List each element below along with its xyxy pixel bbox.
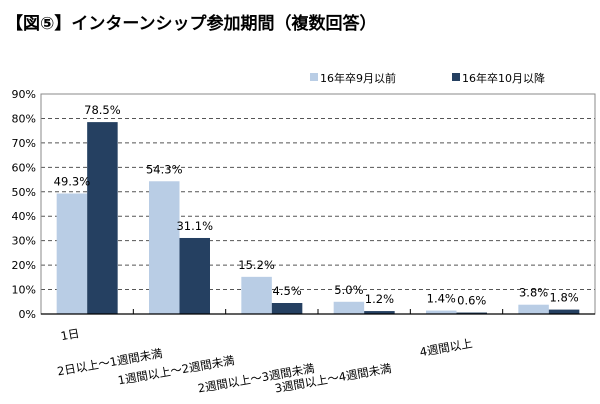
- data-label: 78.5%: [84, 103, 121, 117]
- legend-label-series-2: 16年卒10月以降: [462, 71, 545, 85]
- legend-swatch-series-2: [452, 73, 460, 81]
- chart-title: 【図⑤】インターンシップ参加期間（複数回答）: [6, 13, 377, 34]
- legend-swatch-series-1: [310, 73, 318, 81]
- legend: 16年卒9月以前 16年卒10月以降: [310, 71, 545, 85]
- data-label: 1.2%: [365, 292, 394, 306]
- data-label: 0.6%: [457, 294, 486, 308]
- bar-series-1: [56, 193, 88, 314]
- bar-series-2: [87, 122, 118, 314]
- bar-series-2: [548, 309, 580, 314]
- y-tick-label: 30%: [12, 235, 36, 248]
- bar-series-1: [518, 304, 549, 314]
- bar-series-1: [333, 301, 365, 314]
- data-label: 4.5%: [272, 284, 301, 298]
- data-label: 3.8%: [519, 286, 548, 300]
- bar-series-1: [241, 276, 272, 314]
- y-tick-label: 20%: [12, 259, 36, 272]
- data-label: 49.3%: [54, 174, 91, 188]
- bar-series-2: [271, 303, 303, 314]
- plot-frame: [40, 93, 596, 315]
- y-tick-label: 60%: [12, 161, 36, 174]
- y-tick-label: 50%: [12, 186, 36, 199]
- bar-series-2: [179, 237, 210, 314]
- data-label: 31.1%: [176, 219, 213, 233]
- y-tick-label: 40%: [12, 210, 36, 223]
- y-tick-label: 0%: [19, 308, 36, 321]
- y-tick-label: 90%: [12, 88, 36, 101]
- y-tick-label: 80%: [12, 112, 36, 125]
- x-category-label: 4週間以上: [419, 336, 474, 359]
- data-label: 5.0%: [334, 283, 363, 297]
- data-label: 1.4%: [427, 292, 456, 306]
- y-tick-label: 10%: [12, 284, 36, 297]
- data-label: 15.2%: [238, 258, 275, 272]
- data-label: 1.8%: [549, 291, 578, 305]
- bar-series-2: [364, 311, 395, 314]
- y-tick-label: 70%: [12, 137, 36, 150]
- bar-series-1: [149, 181, 180, 314]
- bar-series-2: [456, 312, 487, 314]
- legend-label-series-1: 16年卒9月以前: [320, 71, 396, 85]
- x-category-label: 1日: [60, 326, 81, 343]
- data-label: 54.3%: [146, 162, 183, 176]
- bar-series-1: [426, 310, 457, 314]
